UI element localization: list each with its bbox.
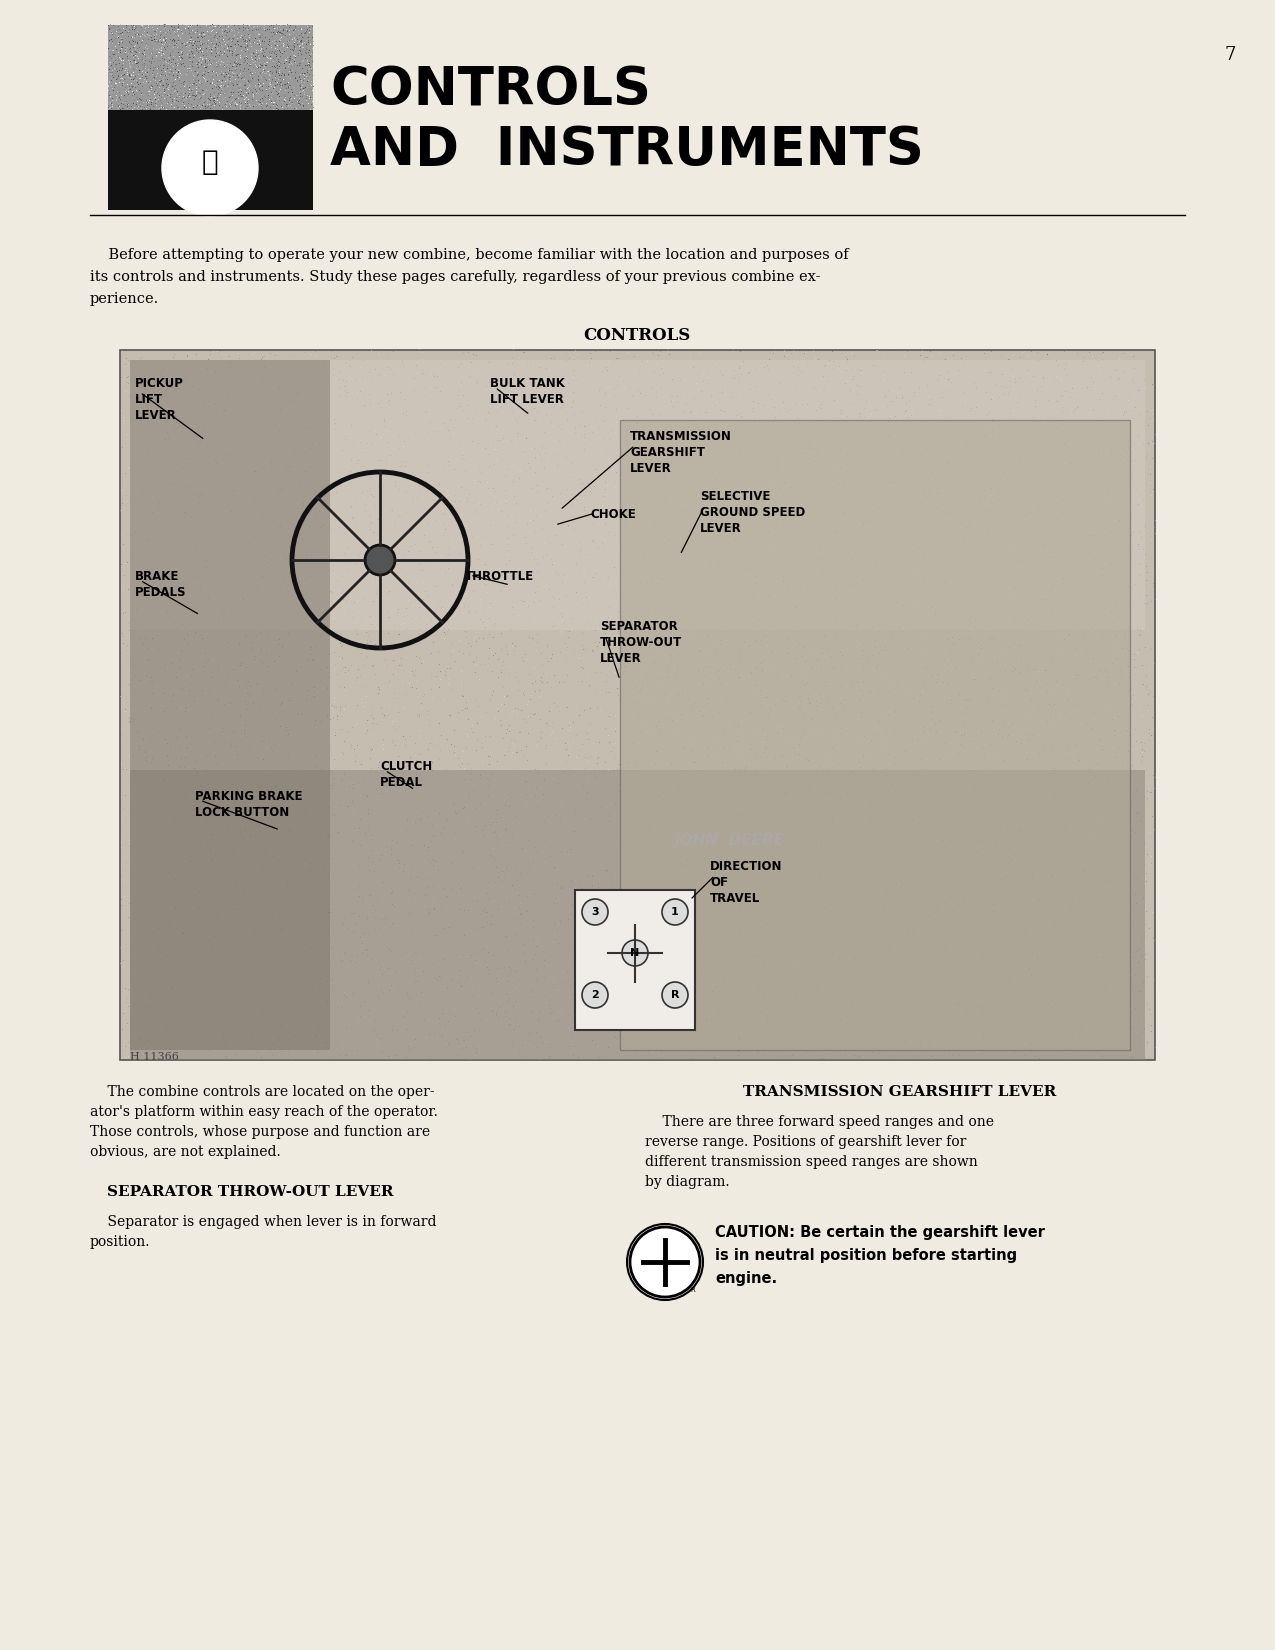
Text: by diagram.: by diagram. [645, 1175, 729, 1190]
Text: The combine controls are located on the oper-: The combine controls are located on the … [91, 1086, 435, 1099]
Text: reverse range. Positions of gearshift lever for: reverse range. Positions of gearshift le… [645, 1135, 966, 1148]
Text: R: R [691, 1287, 695, 1294]
Bar [108, 25, 312, 111]
Text: CONTROLS: CONTROLS [330, 64, 652, 116]
Bar [108, 35, 312, 210]
Text: 3: 3 [592, 908, 599, 917]
Bar [130, 771, 1145, 1059]
Text: JOHN DEERE: JOHN DEERE [177, 193, 244, 203]
Bar [575, 889, 695, 1030]
Text: N: N [630, 949, 640, 959]
Text: TRANSMISSION
GEARSHIFT
LEVER: TRANSMISSION GEARSHIFT LEVER [630, 431, 732, 475]
Circle shape [162, 120, 258, 216]
Text: PARKING BRAKE
LOCK BUTTON: PARKING BRAKE LOCK BUTTON [195, 790, 302, 818]
Text: position.: position. [91, 1234, 150, 1249]
Circle shape [630, 1228, 700, 1297]
Text: perience.: perience. [91, 292, 159, 305]
Text: obvious, are not explained.: obvious, are not explained. [91, 1145, 280, 1158]
Circle shape [365, 544, 395, 574]
Text: SEPARATOR
THROW-OUT
LEVER: SEPARATOR THROW-OUT LEVER [601, 620, 682, 665]
Text: SEPARATOR THROW-OUT LEVER: SEPARATOR THROW-OUT LEVER [107, 1185, 393, 1200]
Text: 2: 2 [592, 990, 599, 1000]
Text: THROTTLE: THROTTLE [465, 569, 534, 582]
Bar [130, 360, 330, 1049]
Bar [130, 360, 1145, 630]
Circle shape [622, 940, 648, 965]
Text: R: R [671, 990, 680, 1000]
Text: AND  INSTRUMENTS: AND INSTRUMENTS [330, 124, 924, 177]
Text: CLUTCH
PEDAL: CLUTCH PEDAL [380, 761, 432, 789]
Text: CHOKE: CHOKE [590, 508, 636, 521]
Circle shape [662, 982, 688, 1008]
Text: BULK TANK
LIFT LEVER: BULK TANK LIFT LEVER [490, 376, 565, 406]
Text: PICKUP
LIFT
LEVER: PICKUP LIFT LEVER [135, 376, 184, 422]
Text: 7: 7 [1224, 46, 1235, 64]
Text: engine.: engine. [715, 1270, 778, 1285]
Text: H 11366: H 11366 [130, 1053, 178, 1063]
Text: Separator is engaged when lever is in forward: Separator is engaged when lever is in fo… [91, 1214, 436, 1229]
Text: BRAKE
PEDALS: BRAKE PEDALS [135, 569, 186, 599]
Text: 🦌: 🦌 [201, 148, 218, 177]
Text: different transmission speed ranges are shown: different transmission speed ranges are … [645, 1155, 978, 1168]
Text: DIRECTION
OF
TRAVEL: DIRECTION OF TRAVEL [710, 860, 783, 904]
Text: There are three forward speed ranges and one: There are three forward speed ranges and… [645, 1115, 994, 1129]
Text: Before attempting to operate your new combine, become familiar with the location: Before attempting to operate your new co… [91, 248, 849, 262]
Text: 1: 1 [671, 908, 678, 917]
Text: SELECTIVE
GROUND SPEED
LEVER: SELECTIVE GROUND SPEED LEVER [700, 490, 806, 535]
Text: CONTROLS: CONTROLS [584, 327, 691, 343]
Text: CAUTION: Be certain the gearshift lever: CAUTION: Be certain the gearshift lever [715, 1224, 1046, 1241]
Text: its controls and instruments. Study these pages carefully, regardless of your pr: its controls and instruments. Study thes… [91, 271, 821, 284]
Bar [120, 350, 1155, 1059]
Circle shape [581, 982, 608, 1008]
Text: JOHN  DEERE: JOHN DEERE [674, 833, 785, 848]
Text: Those controls, whose purpose and function are: Those controls, whose purpose and functi… [91, 1125, 430, 1138]
Text: TRANSMISSION GEARSHIFT LEVER: TRANSMISSION GEARSHIFT LEVER [743, 1086, 1057, 1099]
Text: is in neutral position before starting: is in neutral position before starting [715, 1247, 1017, 1262]
Bar [620, 421, 1130, 1049]
Text: ator's platform within easy reach of the operator.: ator's platform within easy reach of the… [91, 1106, 437, 1119]
Circle shape [581, 899, 608, 926]
Circle shape [662, 899, 688, 926]
